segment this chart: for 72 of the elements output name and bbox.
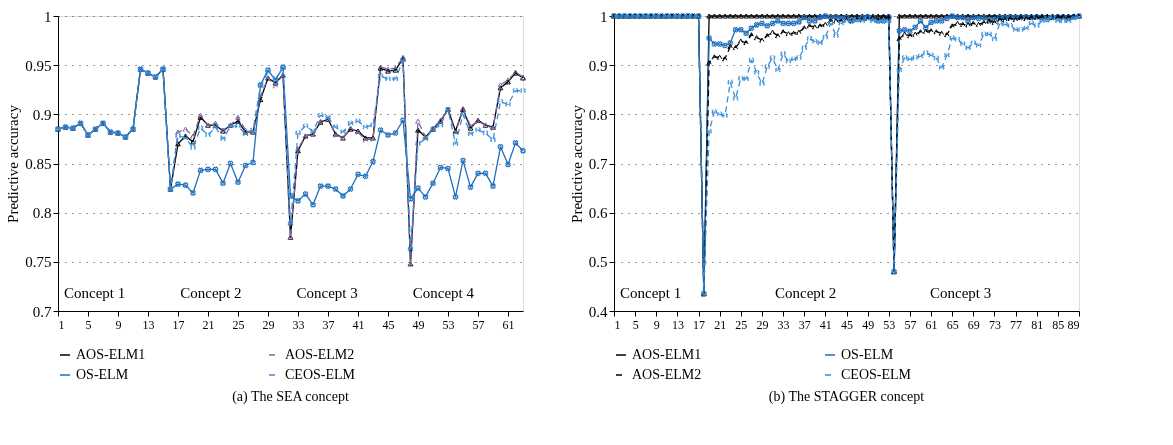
annotation: Concept 3 <box>930 285 992 301</box>
y-tick-label: 0.6 <box>588 205 608 222</box>
x-tick-label: 41 <box>819 317 832 332</box>
y-tick-label: 0.75 <box>25 254 52 271</box>
x-tick-label: 49 <box>862 317 875 332</box>
y-tick-label: 0.95 <box>25 57 52 74</box>
x-tick-label: 61 <box>925 317 938 332</box>
annotation: Concept 1 <box>64 285 126 301</box>
y-tick-label: 0.8 <box>32 205 52 222</box>
legend-label: CEOS-ELM <box>841 367 912 382</box>
y-axis-title: Predictive accuracy <box>568 104 585 223</box>
x-tick-label: 33 <box>777 317 790 332</box>
x-tick-label: 89 <box>1067 317 1080 332</box>
x-tick-label: 17 <box>693 317 706 332</box>
x-tick-label: 5 <box>85 317 92 332</box>
y-tick-label: 0.7 <box>588 156 608 172</box>
annotation: Concept 2 <box>775 285 837 301</box>
x-tick-label: 61 <box>502 317 515 332</box>
legend-label: CEOS-ELM <box>285 367 356 382</box>
legend-label: OS-ELM <box>841 347 894 362</box>
x-tick-label: 13 <box>142 317 155 332</box>
x-tick-label: 45 <box>841 317 853 332</box>
x-tick-label: 37 <box>322 317 335 332</box>
x-tick-label: 25 <box>735 317 748 332</box>
legend-label: AOS-ELM2 <box>285 347 355 362</box>
text: (b) The STAGGER concept <box>768 389 925 405</box>
y-tick-label: 0.85 <box>25 156 52 172</box>
x-tick-label: 77 <box>1010 317 1023 332</box>
y-tick-label: 0.5 <box>588 254 608 271</box>
y-tick-label: 0.9 <box>588 57 608 74</box>
y-tick-label: 1 <box>600 8 608 25</box>
x-tick-label: 57 <box>472 317 485 332</box>
annotation: Concept 1 <box>620 285 682 301</box>
x-tick-label: 1 <box>614 317 621 332</box>
x-tick-label: 13 <box>671 317 684 332</box>
x-tick-label: 85 <box>1052 317 1065 332</box>
legend-label: AOS-ELM1 <box>76 347 146 362</box>
x-tick-label: 45 <box>382 317 395 332</box>
y-tick-label: 0.8 <box>588 106 608 123</box>
y-axis-title: Predictive accuracy <box>5 104 22 223</box>
x-tick-label: 37 <box>798 317 811 332</box>
x-tick-label: 73 <box>988 317 1001 332</box>
x-tick-label: 29 <box>756 317 769 332</box>
x-tick-label: 33 <box>292 317 305 332</box>
x-tick-label: 65 <box>946 317 959 332</box>
x-tick-label: 21 <box>714 317 727 332</box>
annotation: Concept 4 <box>412 285 475 301</box>
legend-label: AOS-ELM2 <box>632 367 702 382</box>
annotation: Concept 2 <box>180 285 242 301</box>
x-tick-label: 17 <box>172 317 185 332</box>
y-tick-label: 1 <box>44 8 52 25</box>
legend-label: OS-ELM <box>76 367 129 382</box>
y-tick-label: 0.7 <box>32 303 52 320</box>
x-tick-label: 21 <box>202 317 215 332</box>
x-tick-label: 49 <box>412 317 425 332</box>
legend-label: AOS-ELM1 <box>632 347 702 362</box>
x-tick-label: 9 <box>653 317 660 332</box>
x-tick-label: 57 <box>904 317 917 332</box>
x-tick-label: 1 <box>58 317 65 332</box>
x-tick-label: 53 <box>883 317 896 332</box>
y-tick-label: 0.9 <box>32 106 52 123</box>
x-tick-label: 25 <box>232 317 245 332</box>
x-tick-label: 69 <box>967 317 980 332</box>
x-tick-label: 29 <box>262 317 275 332</box>
x-tick-label: 81 <box>1031 317 1044 332</box>
x-tick-label: 9 <box>115 317 122 332</box>
x-tick-label: 53 <box>442 317 455 332</box>
x-tick-label: 41 <box>352 317 365 332</box>
y-tick-label: 0.4 <box>588 303 608 320</box>
text: (a) The SEA concept <box>232 389 349 405</box>
annotation: Concept 3 <box>296 285 358 301</box>
x-tick-label: 5 <box>632 317 639 332</box>
